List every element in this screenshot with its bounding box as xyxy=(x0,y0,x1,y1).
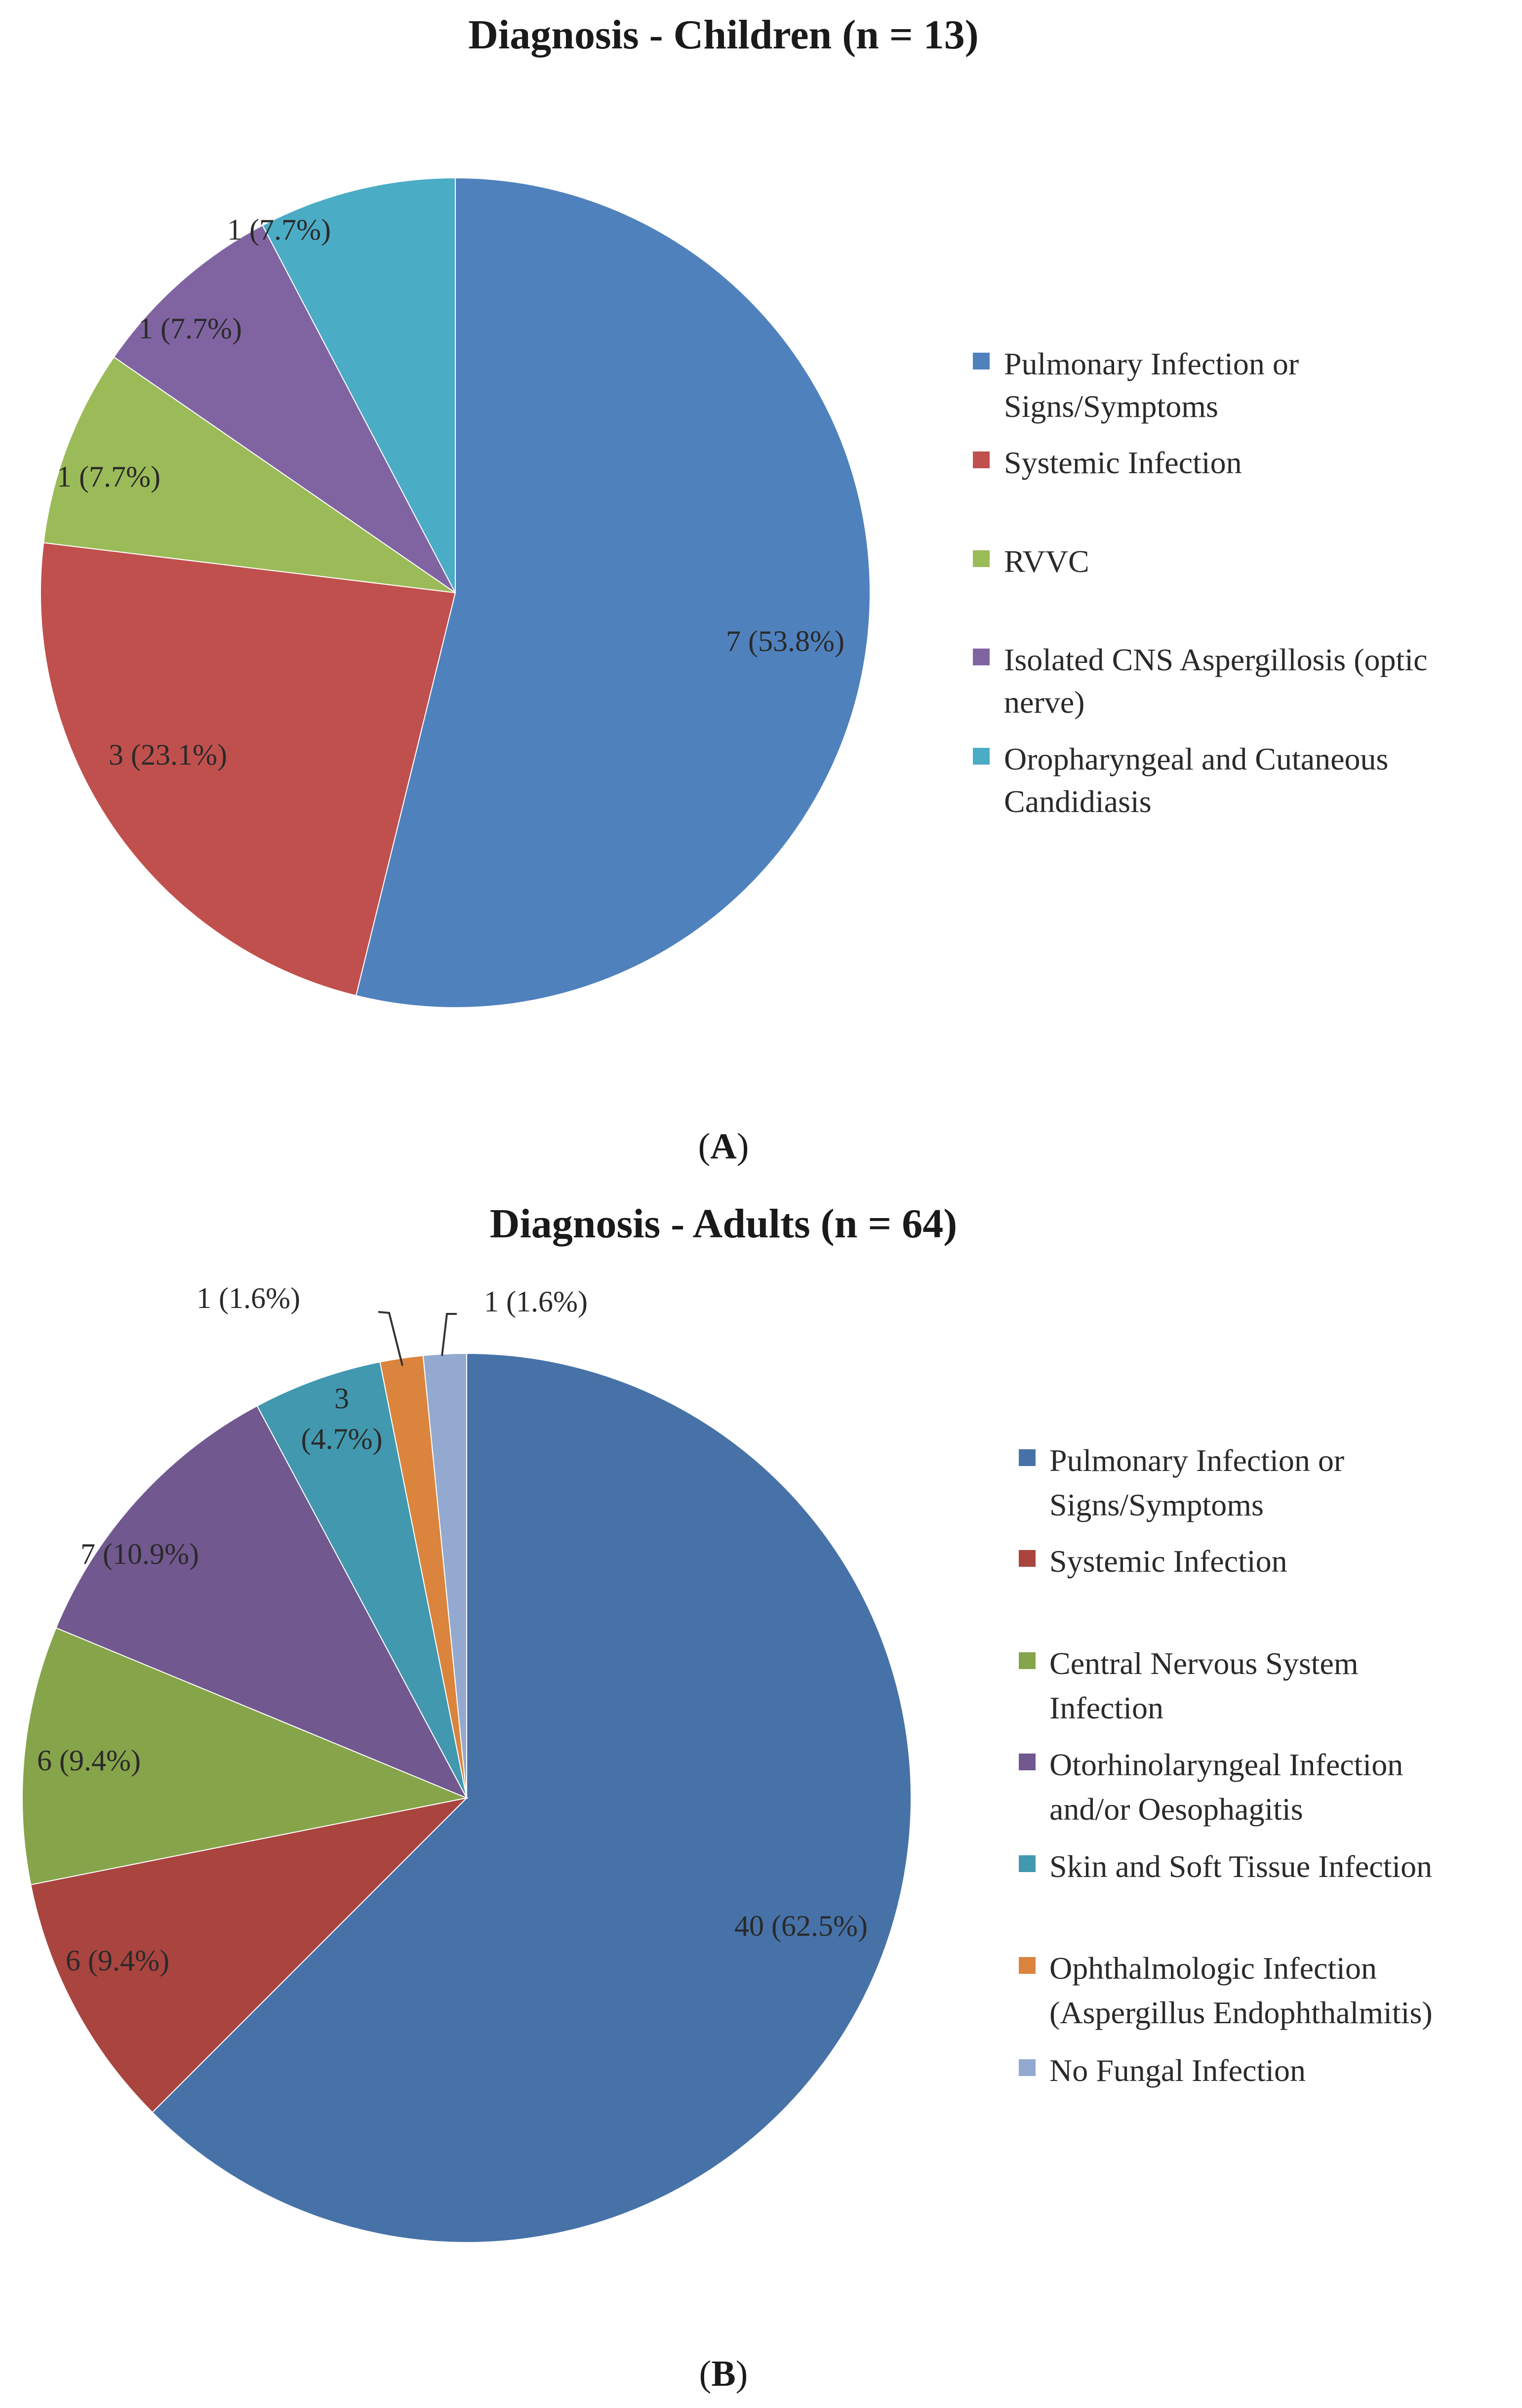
chart-b-data-label-5: 3 (4.7%) xyxy=(301,1382,383,1455)
chart-a-legend-swatch-1 xyxy=(973,353,990,369)
chart-b-data-label-3: 6 (9.4%) xyxy=(37,1744,141,1777)
chart-a-legend: Pulmonary Infection or Signs/Symptoms Syst… xyxy=(973,346,1427,819)
chart-a-title: Diagnosis - Children (n = 13) xyxy=(468,12,978,58)
chart-a-legend-label-4: Isolated CNS Aspergillosis (optic nerve) xyxy=(1004,642,1427,720)
panel-label-a: (A) xyxy=(698,1126,749,1167)
chart-b-legend-item-4: Otorhinolaryngeal Infection and/or Oesoph… xyxy=(1019,1747,1403,1827)
chart-b-legend-item-7: No Fungal Infection xyxy=(1019,2053,1306,2088)
panel-label-b: (B) xyxy=(699,2354,748,2394)
chart-a-data-label-2: 3 (23.1%) xyxy=(109,738,227,771)
chart-a-legend-label-1: Pulmonary Infection or Signs/Symptoms xyxy=(1004,346,1299,424)
chart-b-legend-label-2: Systemic Infection xyxy=(1049,1544,1287,1579)
chart-a-data-label-1: 7 (53.8%) xyxy=(726,625,844,657)
chart-a-legend-item-2: Systemic Infection xyxy=(973,445,1242,480)
chart-a-legend-label-3: RVVC xyxy=(1004,544,1089,579)
chart-b-legend-label-5: Skin and Soft Tissue Infection xyxy=(1049,1849,1432,1884)
chart-a-legend-item-5: Oropharyngeal and Cutaneous Candidiasis xyxy=(973,741,1388,819)
chart-b-leader-line-1 xyxy=(378,1311,403,1366)
chart-b-legend-swatch-4 xyxy=(1019,1754,1036,1770)
chart-a-legend-swatch-2 xyxy=(973,451,990,468)
chart-a-slice-2 xyxy=(40,542,456,996)
chart-a-data-label-5: 1 (7.7%) xyxy=(227,213,331,246)
chart-a-legend-item-4: Isolated CNS Aspergillosis (optic nerve) xyxy=(973,642,1427,720)
chart-b-data-label-7: 1 (1.6%) xyxy=(484,1285,588,1318)
chart-b-data-labels: 40 (62.5%) 6 (9.4%) 6 (9.4%) 7 (10.9%) 3 (4.7… xyxy=(37,1282,868,1977)
chart-a-legend-item-3: RVVC xyxy=(973,544,1089,579)
chart-b-legend-swatch-1 xyxy=(1019,1449,1036,1466)
chart-a-data-labels: 7 (53.8%) 3 (23.1%) 1 (7.7%) 1 (7.7%) 1 (7.7… xyxy=(57,213,844,771)
chart-a-slice-1 xyxy=(355,177,871,1008)
chart-b-title: Diagnosis - Adults (n = 64) xyxy=(490,1201,957,1247)
chart-b-data-label-4: 7 (10.9%) xyxy=(80,1538,199,1570)
chart-b-legend-swatch-2 xyxy=(1019,1550,1036,1567)
chart-b-legend-label-7: No Fungal Infection xyxy=(1049,2053,1306,2088)
chart-b-legend-item-3: Central Nervous System Infection xyxy=(1019,1646,1359,1725)
chart-b-slice-1 xyxy=(152,1352,912,2243)
chart-a-legend-swatch-4 xyxy=(973,649,990,665)
chart-a: Diagnosis - Children (n = 13) 7 (53.8%) 3… xyxy=(40,12,1427,1167)
chart-b-slice-5 xyxy=(256,1361,467,1798)
chart-b-slice-4 xyxy=(55,1405,468,1799)
chart-b-legend-swatch-6 xyxy=(1019,1957,1036,1974)
chart-b: Diagnosis - Adults (n = 64) 40 (62.5%) 6 … xyxy=(22,1201,1433,2394)
chart-b-slice-7 xyxy=(422,1352,467,1798)
chart-a-legend-label-2: Systemic Infection xyxy=(1004,445,1242,480)
chart-b-legend-swatch-5 xyxy=(1019,1855,1036,1872)
chart-b-data-label-1: 40 (62.5%) xyxy=(734,1910,868,1942)
chart-b-legend: Pulmonary Infection or Signs/Symptoms Syst… xyxy=(1019,1443,1433,2088)
chart-b-leader-line-2 xyxy=(441,1313,457,1356)
chart-a-slice-4 xyxy=(113,224,456,593)
chart-b-legend-label-4: Otorhinolaryngeal Infection and/or Oesoph… xyxy=(1049,1747,1403,1827)
chart-a-data-label-4: 1 (7.7%) xyxy=(138,312,242,345)
chart-b-legend-item-5: Skin and Soft Tissue Infection xyxy=(1019,1849,1432,1884)
chart-b-legend-label-1: Pulmonary Infection or Signs/Symptoms xyxy=(1049,1443,1344,1522)
chart-b-legend-item-2: Systemic Infection xyxy=(1019,1544,1287,1579)
chart-a-legend-label-5: Oropharyngeal and Cutaneous Candidiasis xyxy=(1004,741,1388,819)
chart-b-legend-label-6: Ophthalmologic Infection (Aspergillus End… xyxy=(1049,1951,1433,2030)
chart-b-legend-swatch-3 xyxy=(1019,1652,1036,1669)
chart-a-data-label-3: 1 (7.7%) xyxy=(57,460,160,493)
chart-b-legend-item-1: Pulmonary Infection or Signs/Symptoms xyxy=(1019,1443,1344,1522)
chart-b-legend-label-3: Central Nervous System Infection xyxy=(1049,1646,1359,1725)
chart-b-pie xyxy=(22,1352,912,2243)
chart-b-data-label-2: 6 (9.4%) xyxy=(66,1944,169,1977)
panel-a-letter: A xyxy=(710,1126,736,1167)
panel-b-letter: B xyxy=(711,2354,735,2394)
chart-b-legend-item-6: Ophthalmologic Infection (Aspergillus End… xyxy=(1019,1951,1433,2030)
chart-a-slice-5 xyxy=(262,177,456,593)
chart-a-legend-swatch-3 xyxy=(973,550,990,567)
chart-b-data-label-6: 1 (1.6%) xyxy=(197,1282,300,1314)
chart-b-legend-swatch-7 xyxy=(1019,2059,1036,2076)
chart-a-slice-3 xyxy=(43,356,456,593)
chart-a-legend-item-1: Pulmonary Infection or Signs/Symptoms xyxy=(973,346,1299,424)
chart-b-slice-3 xyxy=(22,1627,469,1885)
chart-a-legend-swatch-5 xyxy=(973,748,990,765)
chart-b-slice-2 xyxy=(30,1797,469,2113)
chart-a-pie xyxy=(40,177,871,1008)
